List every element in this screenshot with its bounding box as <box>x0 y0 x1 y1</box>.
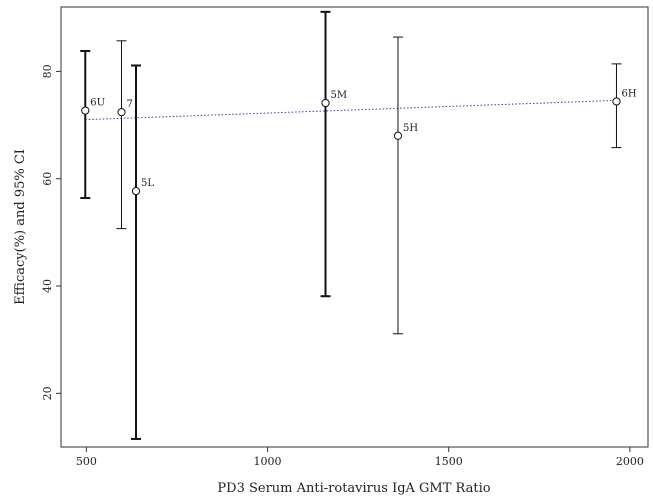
x-tick-label: 1500 <box>435 455 463 468</box>
x-tick-label: 2000 <box>616 455 644 468</box>
data-point <box>131 186 141 196</box>
x-tick-label: 1000 <box>254 455 282 468</box>
x-tick-label: 500 <box>76 455 97 468</box>
trend-line-group <box>85 99 617 121</box>
point-label: 6H <box>621 88 636 99</box>
y-tick-label: 40 <box>41 279 54 293</box>
trend-line <box>85 99 617 121</box>
data-point <box>612 97 621 106</box>
y-axis-label: Efficacy(%) and 95% CI <box>13 149 28 305</box>
data-point <box>321 98 330 108</box>
data-point <box>81 106 90 115</box>
point-label: 5H <box>403 123 418 134</box>
y-tick-label: 80 <box>41 64 54 78</box>
plot-frame <box>60 6 649 448</box>
data-point <box>117 108 126 117</box>
data-points-group: 6U 7 5L 5M 5H 6H <box>80 10 637 440</box>
y-axis-ticks: 20 40 60 80 <box>41 64 61 400</box>
y-tick-label: 60 <box>41 172 54 186</box>
x-axis-label: PD3 Serum Anti-rotavirus IgA GMT Ratio <box>217 481 490 496</box>
y-tick-label: 20 <box>41 386 54 400</box>
point-label: 7 <box>127 99 133 110</box>
x-axis-ticks: 500 1000 1500 2000 <box>76 447 644 468</box>
point-label: 6U <box>90 98 105 109</box>
point-label: 5M <box>331 90 348 101</box>
data-point <box>393 131 403 140</box>
point-label: 5L <box>141 178 154 189</box>
